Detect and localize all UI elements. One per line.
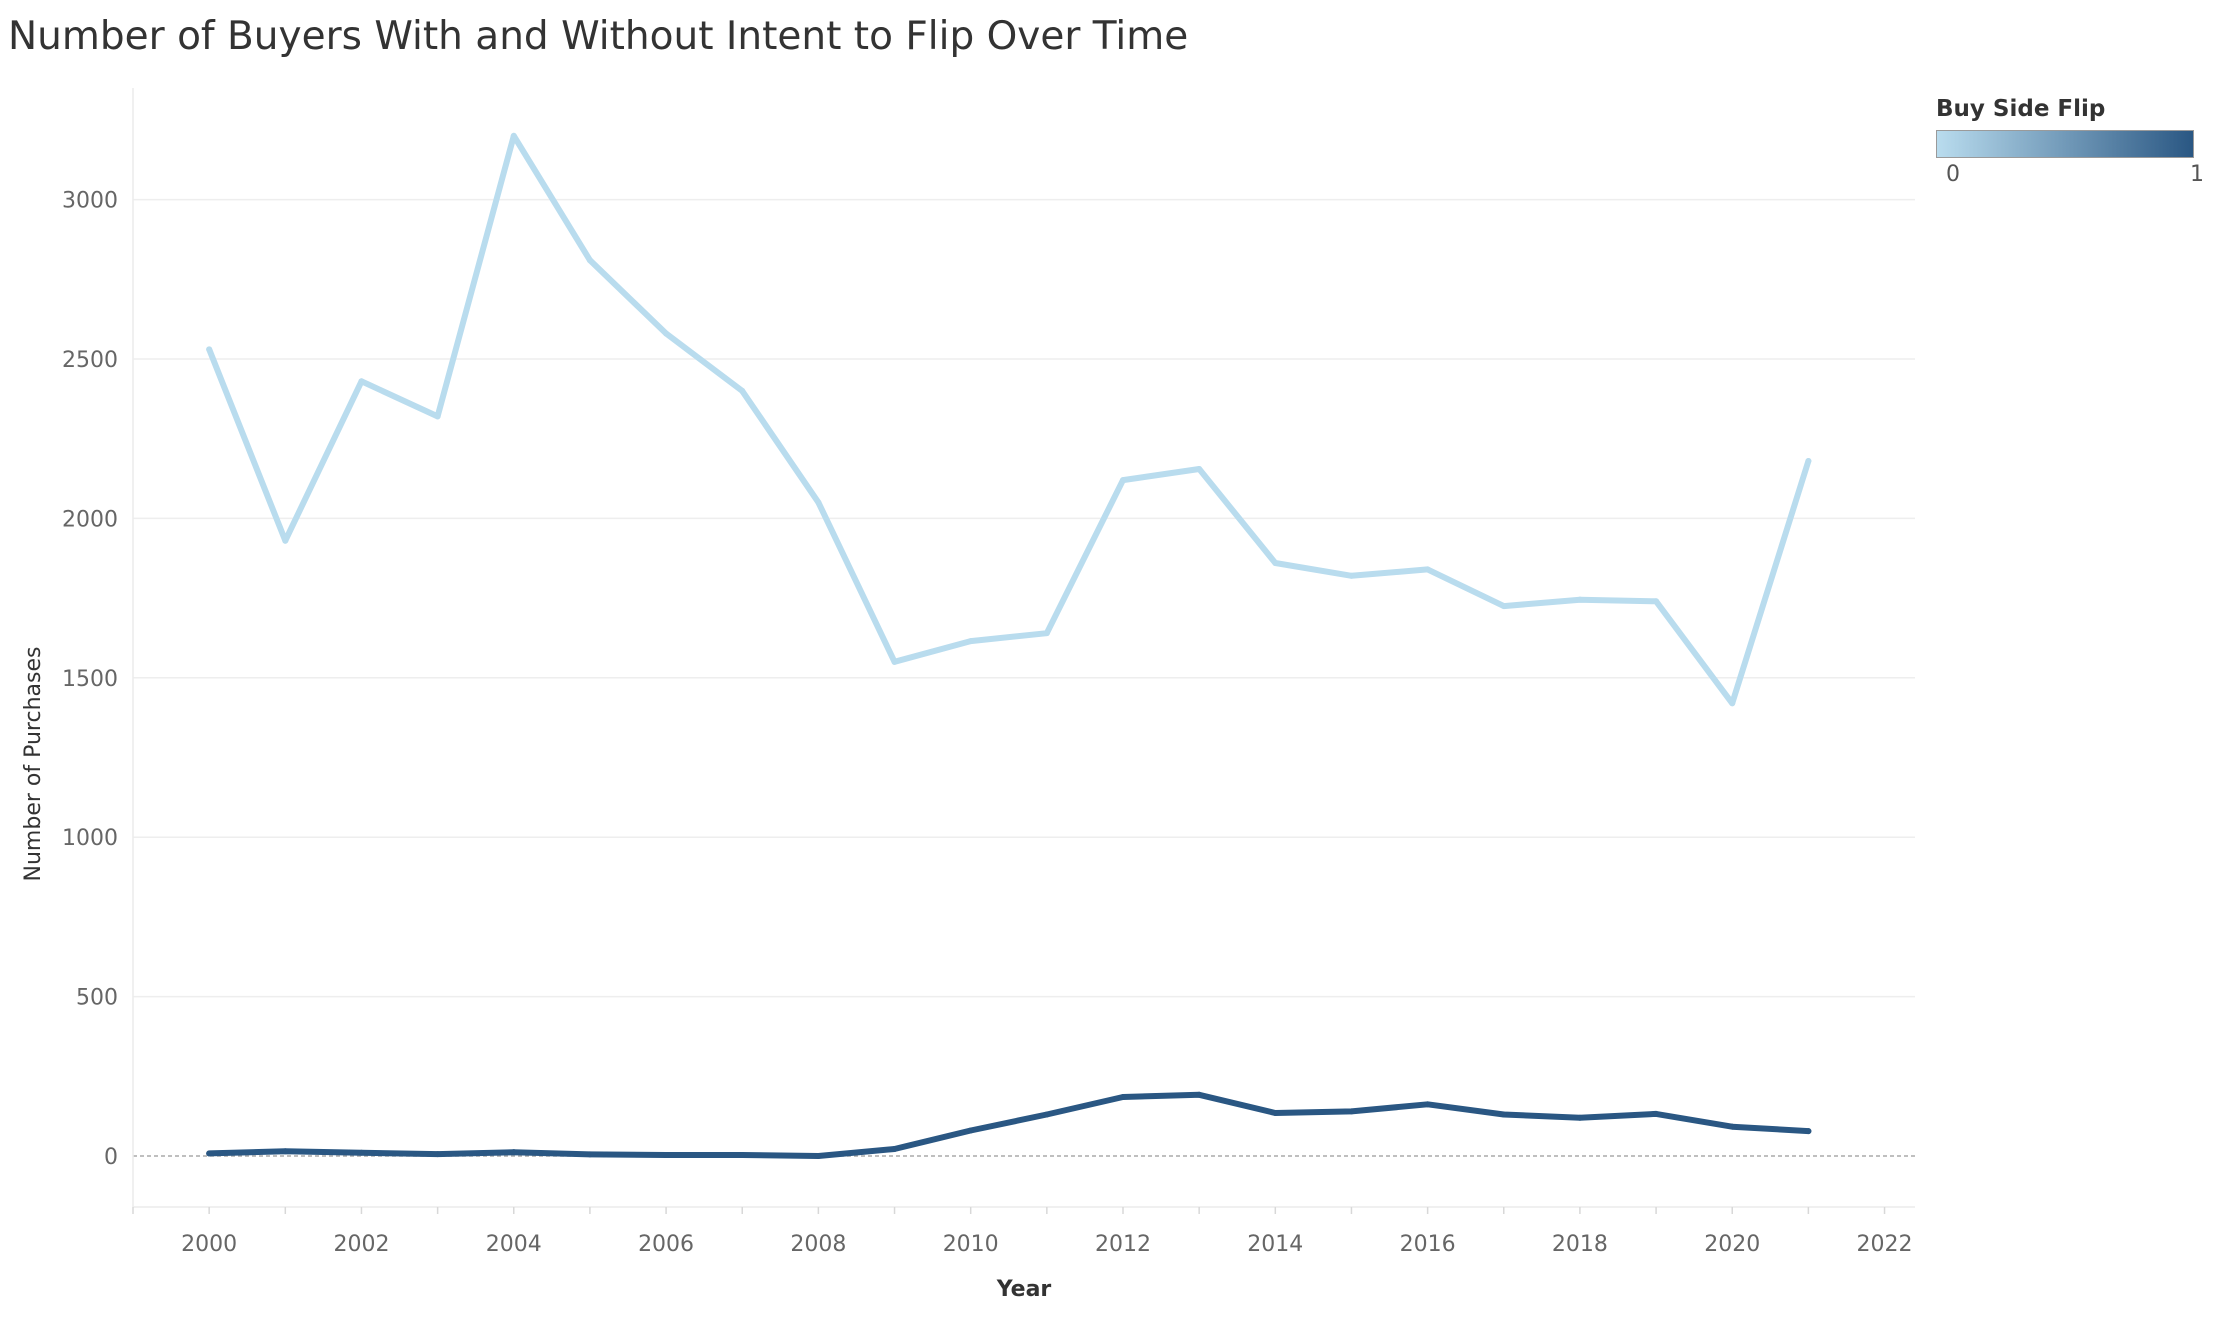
data-point-0-2019 bbox=[1653, 598, 1660, 605]
data-point-0-2010 bbox=[967, 638, 974, 645]
data-point-1-2005 bbox=[586, 1151, 593, 1158]
data-point-1-2007 bbox=[739, 1152, 746, 1159]
data-point-1-2018 bbox=[1576, 1114, 1583, 1121]
y-tick-label: 1500 bbox=[62, 667, 118, 692]
x-tick-label: 2014 bbox=[1247, 1232, 1303, 1257]
data-point-0-2017 bbox=[1500, 603, 1507, 610]
y-tick-label: 2500 bbox=[62, 348, 118, 373]
data-point-1-2004 bbox=[510, 1149, 517, 1156]
data-point-0-2000 bbox=[206, 346, 213, 353]
data-point-0-2002 bbox=[358, 378, 365, 385]
data-point-0-2018 bbox=[1576, 596, 1583, 603]
data-point-1-2001 bbox=[282, 1148, 289, 1155]
data-point-0-2016 bbox=[1424, 566, 1431, 573]
data-point-0-2003 bbox=[434, 413, 441, 420]
legend-min-label: 0 bbox=[1946, 162, 1960, 187]
data-point-0-2015 bbox=[1348, 572, 1355, 579]
x-tick-label: 2018 bbox=[1552, 1232, 1608, 1257]
data-point-1-2012 bbox=[1120, 1094, 1126, 1101]
data-point-0-2006 bbox=[663, 330, 670, 337]
legend-title: Buy Side Flip bbox=[1936, 96, 2106, 122]
y-tick-label: 1000 bbox=[62, 826, 118, 851]
data-point-1-2006 bbox=[663, 1152, 670, 1159]
data-point-1-2021 bbox=[1805, 1128, 1812, 1135]
data-point-0-2012 bbox=[1120, 477, 1126, 484]
data-point-1-2000 bbox=[206, 1150, 213, 1157]
data-point-1-2013 bbox=[1196, 1091, 1203, 1098]
y-tick-label: 2000 bbox=[62, 507, 118, 532]
x-tick-label: 2022 bbox=[1857, 1232, 1913, 1257]
legend-max-label: 1 bbox=[2190, 162, 2204, 187]
series-lines bbox=[206, 132, 1812, 1159]
y-axis-label: Number of Purchases bbox=[21, 647, 46, 882]
data-point-0-2014 bbox=[1272, 560, 1279, 567]
data-point-1-2009 bbox=[891, 1145, 898, 1152]
x-tick-label: 2012 bbox=[1095, 1232, 1151, 1257]
data-point-0-2007 bbox=[739, 387, 746, 394]
data-point-1-2015 bbox=[1348, 1108, 1355, 1115]
data-point-1-2017 bbox=[1500, 1111, 1507, 1118]
data-point-0-2013 bbox=[1196, 465, 1203, 472]
x-tick-label: 2002 bbox=[333, 1232, 389, 1257]
x-tick-label: 2016 bbox=[1400, 1232, 1456, 1257]
data-point-0-2008 bbox=[815, 499, 822, 506]
data-point-0-2001 bbox=[282, 537, 289, 544]
data-point-1-2010 bbox=[967, 1127, 974, 1134]
data-point-1-2014 bbox=[1272, 1109, 1279, 1116]
series-line-0 bbox=[206, 132, 1812, 707]
chart-title: Number of Buyers With and Without Intent… bbox=[8, 14, 1189, 59]
x-tick-label: 2000 bbox=[181, 1232, 237, 1257]
axes: 0 500 1000 1500 2000 2500 3000 2000 2002 2004 2006… bbox=[62, 88, 1915, 1257]
x-axis-label: Year bbox=[996, 1277, 1052, 1302]
y-tick-label: 3000 bbox=[62, 189, 118, 214]
x-tick-label: 2020 bbox=[1704, 1232, 1760, 1257]
color-legend: Buy Side Flip 0 1 bbox=[1936, 96, 2206, 188]
data-point-1-2019 bbox=[1653, 1110, 1660, 1117]
x-tick-label: 2010 bbox=[943, 1232, 999, 1257]
y-tick-label: 500 bbox=[76, 986, 118, 1011]
data-point-0-2021 bbox=[1805, 458, 1812, 464]
data-point-1-2011 bbox=[1043, 1111, 1050, 1118]
data-point-0-2011 bbox=[1043, 630, 1050, 637]
y-tick-label: 0 bbox=[104, 1145, 118, 1170]
legend-color-ramp bbox=[1936, 130, 2194, 158]
data-point-0-2005 bbox=[586, 257, 593, 264]
x-tick-label: 2004 bbox=[486, 1232, 542, 1257]
x-tick-label: 2006 bbox=[638, 1232, 694, 1257]
data-point-1-2020 bbox=[1729, 1123, 1736, 1130]
data-point-1-2008 bbox=[815, 1152, 822, 1159]
data-point-0-2020 bbox=[1729, 700, 1736, 707]
series-line-1 bbox=[206, 1091, 1812, 1159]
data-point-0-2009 bbox=[891, 658, 898, 665]
data-point-1-2016 bbox=[1424, 1101, 1431, 1108]
x-tick-label: 2008 bbox=[790, 1232, 846, 1257]
data-point-1-2002 bbox=[358, 1149, 365, 1156]
data-point-0-2004 bbox=[510, 132, 517, 139]
data-point-1-2003 bbox=[434, 1151, 441, 1158]
gridlines bbox=[133, 198, 1915, 1157]
